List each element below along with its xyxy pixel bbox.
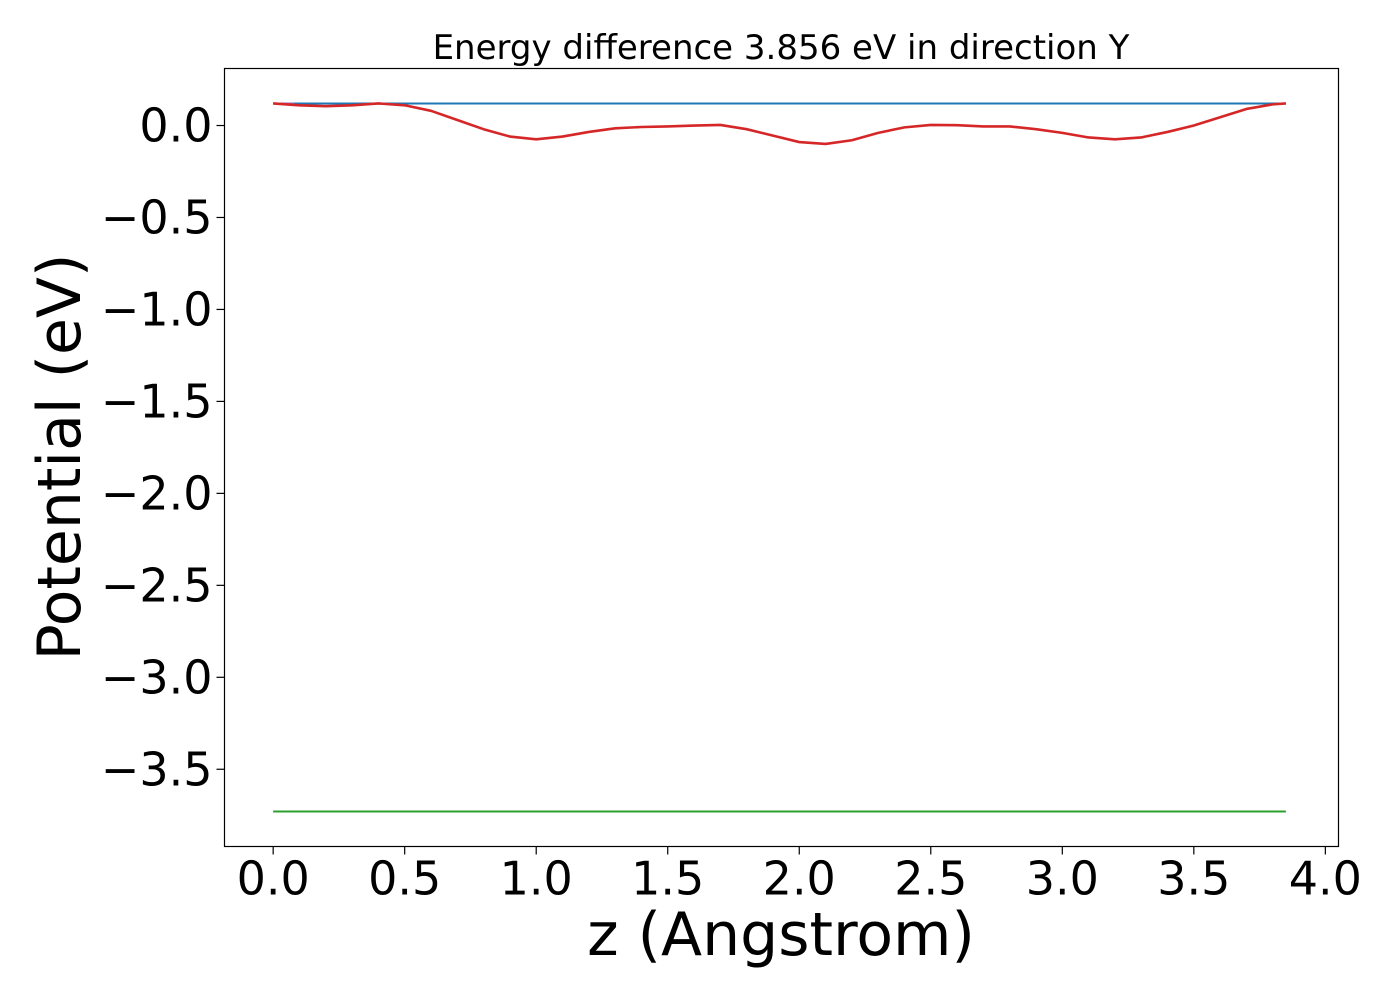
- chart-title: Energy difference 3.856 eV in direction …: [433, 28, 1130, 68]
- plot-frame: [223, 67, 1340, 848]
- x-tick-label: 3.5: [1157, 852, 1230, 906]
- x-tick-label: 4.0: [1289, 852, 1362, 906]
- y-axis: 0.0 −0.5 −1.0 −1.5 −2.0 −2.5 −3.0 −3.5: [101, 99, 225, 796]
- y-axis-label: Potential (eV): [25, 254, 95, 661]
- y-tick-label: −2.0: [101, 466, 213, 520]
- x-tick-label: 0.0: [237, 852, 310, 906]
- x-tick-label: 1.0: [500, 852, 573, 906]
- x-tick-label: 2.0: [763, 852, 836, 906]
- plot-lines: [273, 102, 1286, 813]
- y-tick-label: −3.5: [101, 742, 213, 796]
- x-tick-label: 0.5: [368, 852, 441, 906]
- y-tick-label: 0.0: [139, 99, 212, 153]
- x-tick-label: 2.5: [894, 852, 967, 906]
- x-tick-label: 3.0: [1026, 852, 1099, 906]
- x-axis-label: z (Angstrom): [587, 900, 975, 970]
- x-axis: 0.0 0.5 1.0 1.5 2.0 2.5 3.0 3.5 4.0: [237, 846, 1362, 906]
- x-tick-label: 1.5: [631, 852, 704, 906]
- y-tick-label: −1.5: [101, 374, 213, 428]
- y-tick-label: −2.5: [101, 558, 213, 612]
- y-tick-label: −1.0: [101, 282, 213, 336]
- y-tick-label: −0.5: [101, 190, 213, 244]
- y-tick-label: −3.0: [101, 650, 213, 704]
- series-line-3: [273, 102, 1286, 146]
